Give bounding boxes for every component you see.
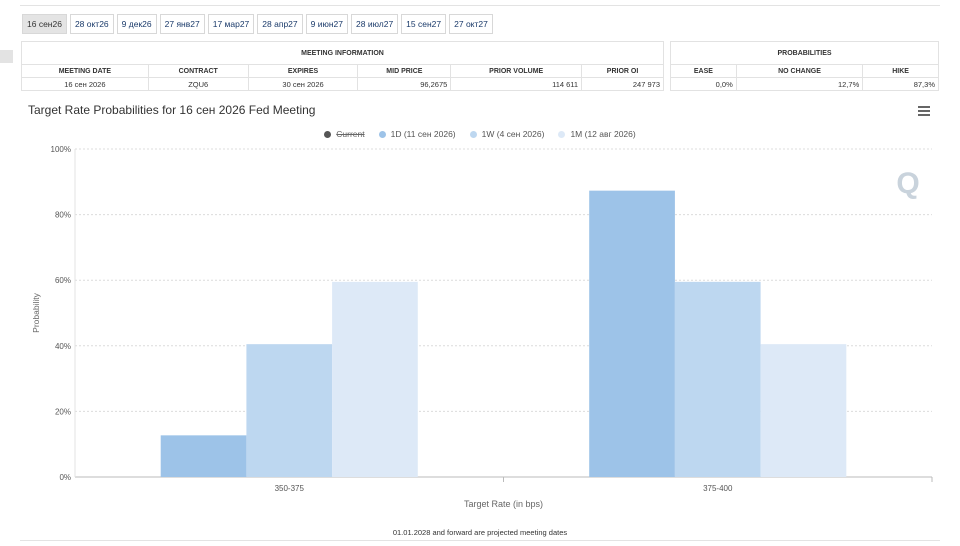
y-tick-label: 100%	[51, 145, 71, 154]
col-meeting-date: MEETING DATE	[21, 64, 149, 78]
meeting-information-table: MEETING INFORMATION MEETING DATE CONTRAC…	[21, 41, 664, 91]
legend-label-2: 1W (4 сен 2026)	[481, 129, 545, 139]
chart-container: 0% 20% 40% 60% 80% 100% 350-375 375-400 Target R…	[20, 97, 940, 524]
chart-legend: Current 1D (11 сен 2026) 1W (4 сен 2026) 1M…	[20, 129, 940, 139]
bar-series-2-cat-1	[674, 281, 761, 477]
tab-6[interactable]: 9 июн27	[305, 14, 348, 34]
y-tick-label: 40%	[55, 342, 71, 351]
chart-title: Target Rate Probabilities for 16 сен 202…	[28, 103, 316, 117]
tab-8[interactable]: 15 сен27	[401, 14, 447, 34]
legend-dot-1	[378, 130, 386, 138]
y-tick-label: 80%	[55, 211, 71, 220]
top-divider	[20, 5, 940, 6]
tab-5[interactable]: 28 апр27	[257, 14, 303, 34]
side-collapse-handle[interactable]	[0, 50, 13, 63]
tab-1[interactable]: 28 окт26	[69, 14, 114, 34]
meeting-date-tabs: 16 сен26 28 окт26 9 дек26 27 янв27 17 мар27 2…	[22, 14, 493, 34]
x-axis-title: Target Rate (in bps)	[464, 499, 543, 509]
y-axis-title: Probability	[31, 292, 41, 332]
expires-value: 30 сен 2026	[247, 77, 359, 91]
contract-value: ZQU6	[147, 77, 249, 91]
mid-price-value: 96,2675	[357, 77, 452, 91]
col-contract: CONTRACT	[147, 64, 249, 78]
hamburger-menu-icon[interactable]	[918, 106, 930, 116]
meeting-date-value: 16 сен 2026	[21, 77, 149, 91]
y-tick-label: 20%	[55, 407, 71, 416]
watermark-logo: Q	[896, 167, 919, 200]
hike-value: 87,3%	[862, 77, 939, 91]
tab-7[interactable]: 28 июл27	[351, 14, 399, 34]
legend-item-3[interactable]: 1M (12 авг 2026)	[558, 129, 636, 139]
no-change-value: 12,7%	[735, 77, 864, 91]
meeting-information-title: MEETING INFORMATION	[21, 41, 664, 65]
tab-9[interactable]: 27 окт27	[449, 14, 493, 34]
col-mid-price: MID PRICE	[357, 64, 452, 78]
bar-series-3-cat-1	[760, 344, 847, 477]
y-tick-label: 0%	[59, 473, 71, 482]
legend-label-3: 1M (12 авг 2026)	[570, 129, 636, 139]
tab-3[interactable]: 27 янв27	[159, 14, 205, 34]
legend-item-1[interactable]: 1D (11 сен 2026)	[378, 129, 456, 139]
chart-plot-area: 0% 20% 40% 60% 80% 100% 350-375 375-400 Target R…	[31, 145, 933, 509]
tab-2[interactable]: 9 дек26	[116, 14, 157, 34]
bottom-divider	[20, 540, 940, 541]
x-tick-label: 350-375	[275, 484, 305, 493]
ease-value: 0,0%	[670, 77, 737, 91]
legend-dot-2	[469, 130, 477, 138]
prior-oi-value: 247 973	[581, 77, 664, 91]
x-tick-label: 375-400	[703, 484, 733, 493]
probabilities-table: PROBABILITIES EASE NO CHANGE HIKE 0,0% 1…	[670, 41, 939, 91]
legend-dot-3	[558, 130, 566, 138]
legend-label-0: Current	[336, 129, 365, 139]
tab-0[interactable]: 16 сен26	[22, 14, 67, 34]
col-ease: EASE	[670, 64, 737, 78]
col-expires: EXPIRES	[247, 64, 359, 78]
bar-series-1-cat-1	[589, 190, 675, 477]
bar-series-1-cat-0	[160, 435, 247, 477]
col-no-change: NO CHANGE	[735, 64, 864, 78]
legend-label-1: 1D (11 сен 2026)	[390, 129, 456, 139]
col-hike: HIKE	[862, 64, 939, 78]
probabilities-title: PROBABILITIES	[670, 41, 939, 65]
prior-volume-value: 114 611	[450, 77, 583, 91]
legend-item-0[interactable]: Current	[324, 129, 365, 139]
y-tick-label: 60%	[55, 276, 71, 285]
footer-note: 01.01.2028 and forward are projected mee…	[392, 528, 568, 537]
legend-dot-0	[324, 130, 332, 138]
tab-4[interactable]: 17 мар27	[207, 14, 255, 34]
bar-series-3-cat-0	[332, 281, 418, 477]
legend-item-2[interactable]: 1W (4 сен 2026)	[469, 129, 545, 139]
col-prior-volume: PRIOR VOLUME	[450, 64, 583, 78]
col-prior-oi: PRIOR OI	[581, 64, 664, 78]
bar-series-2-cat-0	[246, 344, 333, 477]
